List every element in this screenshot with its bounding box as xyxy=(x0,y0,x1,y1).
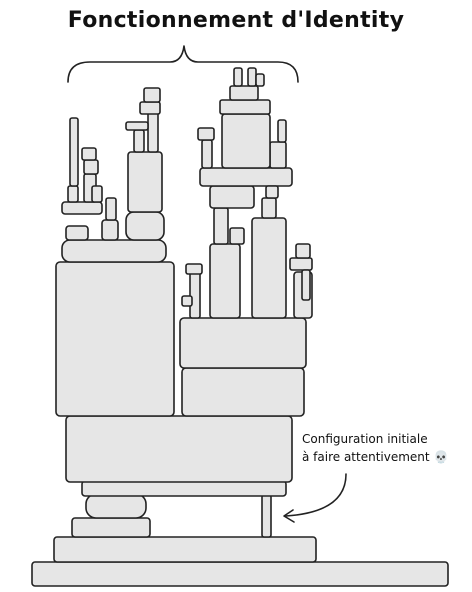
annotation-line-1: Configuration initiale xyxy=(302,432,428,446)
right-tower-top-block xyxy=(221,113,271,169)
right-side-notch xyxy=(265,185,279,199)
right-tower-lintel xyxy=(219,99,271,115)
right-platform xyxy=(199,167,293,187)
right-tower-spike-b xyxy=(247,67,257,87)
short-right-post xyxy=(189,271,201,319)
center-top-knob xyxy=(143,87,161,103)
short-right-knob xyxy=(181,295,193,307)
left-ledge xyxy=(61,201,103,215)
right-mid-block xyxy=(181,367,305,417)
right-platform-right-box xyxy=(269,141,287,169)
left-antenna-c xyxy=(91,185,103,203)
annotation-arrow xyxy=(285,473,347,517)
large-left-block xyxy=(55,261,175,417)
wide-foundation-block xyxy=(65,415,293,483)
right-stack-post xyxy=(301,269,311,301)
right-tower-spike-a xyxy=(233,67,243,87)
right-platform-antenna xyxy=(277,119,287,143)
top-brace xyxy=(67,45,299,83)
mid-right-stem xyxy=(213,207,229,245)
short-right-cap xyxy=(185,263,203,275)
right-platform-left-post xyxy=(201,139,213,169)
left-post-a xyxy=(67,185,79,203)
mid-right-box xyxy=(229,227,245,245)
center-column xyxy=(127,151,163,213)
right-platform-base xyxy=(209,185,255,209)
center-top-box xyxy=(139,101,161,115)
left-antenna-a xyxy=(69,117,79,187)
support-beam xyxy=(81,480,287,497)
tiny-dome xyxy=(101,219,119,241)
annotation-arrowhead xyxy=(283,509,295,523)
right-tower-crown xyxy=(229,85,259,101)
base-step xyxy=(53,536,317,563)
right-stack-knob xyxy=(295,243,311,259)
annotation-line-2: à faire attentivement xyxy=(302,450,430,464)
center-crossbar xyxy=(125,121,149,131)
left-cap-box-top xyxy=(81,147,97,161)
left-dome xyxy=(65,225,89,241)
skull-icon: 💀 xyxy=(433,450,449,464)
tall-right-tower xyxy=(251,217,287,319)
center-dome xyxy=(125,211,165,241)
left-cap-box xyxy=(83,159,99,175)
thin-support-pillar xyxy=(261,494,272,538)
small-step xyxy=(71,517,151,538)
tall-right-cap xyxy=(261,197,277,219)
diagram-title: Fonctionnement d'Identity xyxy=(67,8,405,33)
center-post xyxy=(133,129,145,153)
left-antenna-b xyxy=(105,197,117,221)
annotation-note: Configuration initiale à faire attentive… xyxy=(302,430,472,466)
right-platform-left-cap xyxy=(197,127,215,141)
mid-right-tower xyxy=(209,243,241,319)
cushion-block xyxy=(85,493,147,519)
right-upper-block xyxy=(179,317,307,369)
right-tower-spike-c xyxy=(255,73,265,87)
base-slab xyxy=(31,561,449,587)
right-stack-bar xyxy=(289,257,313,271)
left-capital xyxy=(61,239,167,263)
